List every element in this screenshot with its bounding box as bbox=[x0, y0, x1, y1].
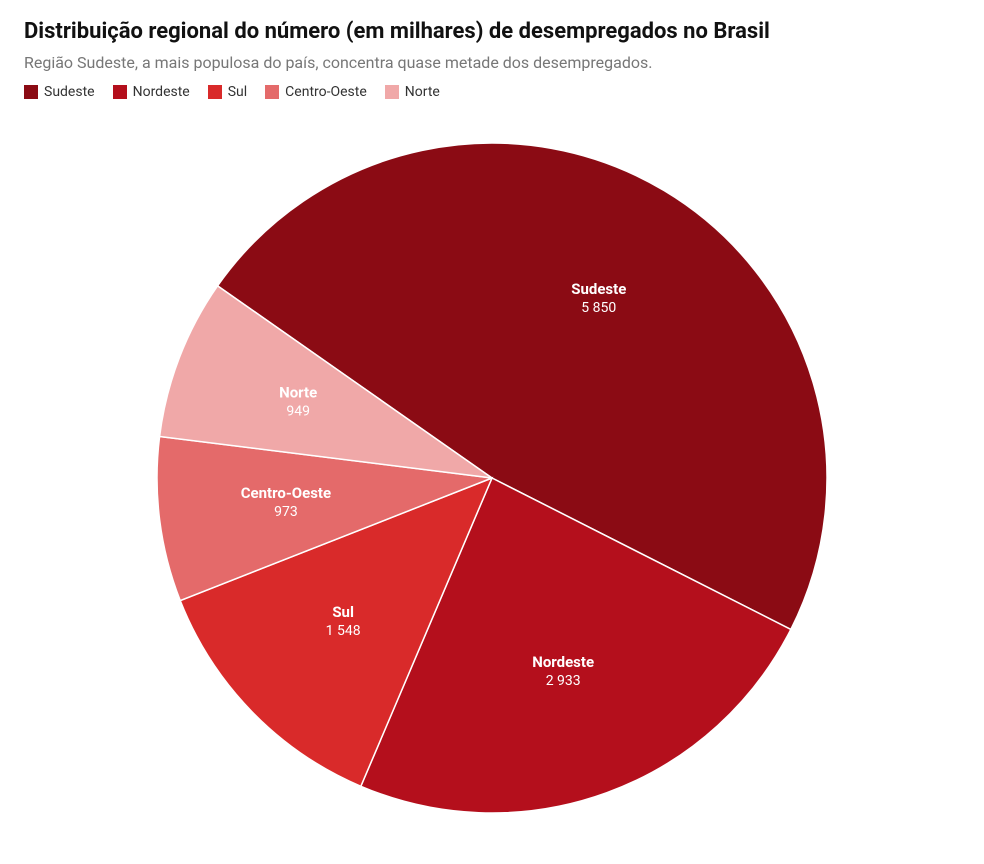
legend-item: Sudeste bbox=[24, 84, 95, 100]
legend-label: Nordeste bbox=[133, 84, 190, 100]
slice-label-value: 5 850 bbox=[581, 299, 616, 315]
chart-legend: Sudeste Nordeste Sul Centro-Oeste Norte bbox=[24, 84, 960, 100]
legend-item: Nordeste bbox=[113, 84, 190, 100]
chart-title: Distribuição regional do número (em milh… bbox=[24, 18, 960, 47]
legend-label: Norte bbox=[405, 84, 440, 100]
legend-item: Norte bbox=[385, 84, 440, 100]
slice-label-name: Sul bbox=[332, 602, 354, 620]
slice-label-value: 1 548 bbox=[326, 622, 361, 638]
slice-label-value: 2 933 bbox=[546, 673, 581, 689]
legend-item: Sul bbox=[208, 84, 247, 100]
slice-label-value: 973 bbox=[274, 504, 298, 520]
pie-chart: Sudeste 5 850 Nordeste 2 933 Sul 1 548 Centro-… bbox=[24, 108, 960, 848]
legend-swatch bbox=[113, 85, 127, 99]
pie-chart-container: Sudeste 5 850 Nordeste 2 933 Sul 1 548 Centro-… bbox=[24, 108, 960, 848]
legend-label: Sudeste bbox=[44, 84, 95, 100]
slice-label-name: Norte bbox=[279, 383, 317, 401]
legend-swatch bbox=[24, 85, 38, 99]
slice-label-name: Nordeste bbox=[532, 653, 594, 671]
legend-item: Centro-Oeste bbox=[265, 84, 367, 100]
legend-label: Centro-Oeste bbox=[285, 84, 367, 100]
legend-swatch bbox=[208, 85, 222, 99]
chart-subtitle: Região Sudeste, a mais populosa do país,… bbox=[24, 53, 960, 72]
slice-label-value: 949 bbox=[286, 403, 310, 419]
legend-swatch bbox=[385, 85, 399, 99]
legend-swatch bbox=[265, 85, 279, 99]
slice-label-name: Sudeste bbox=[571, 279, 626, 297]
legend-label: Sul bbox=[228, 84, 247, 100]
slice-label-name: Centro-Oeste bbox=[241, 484, 331, 502]
